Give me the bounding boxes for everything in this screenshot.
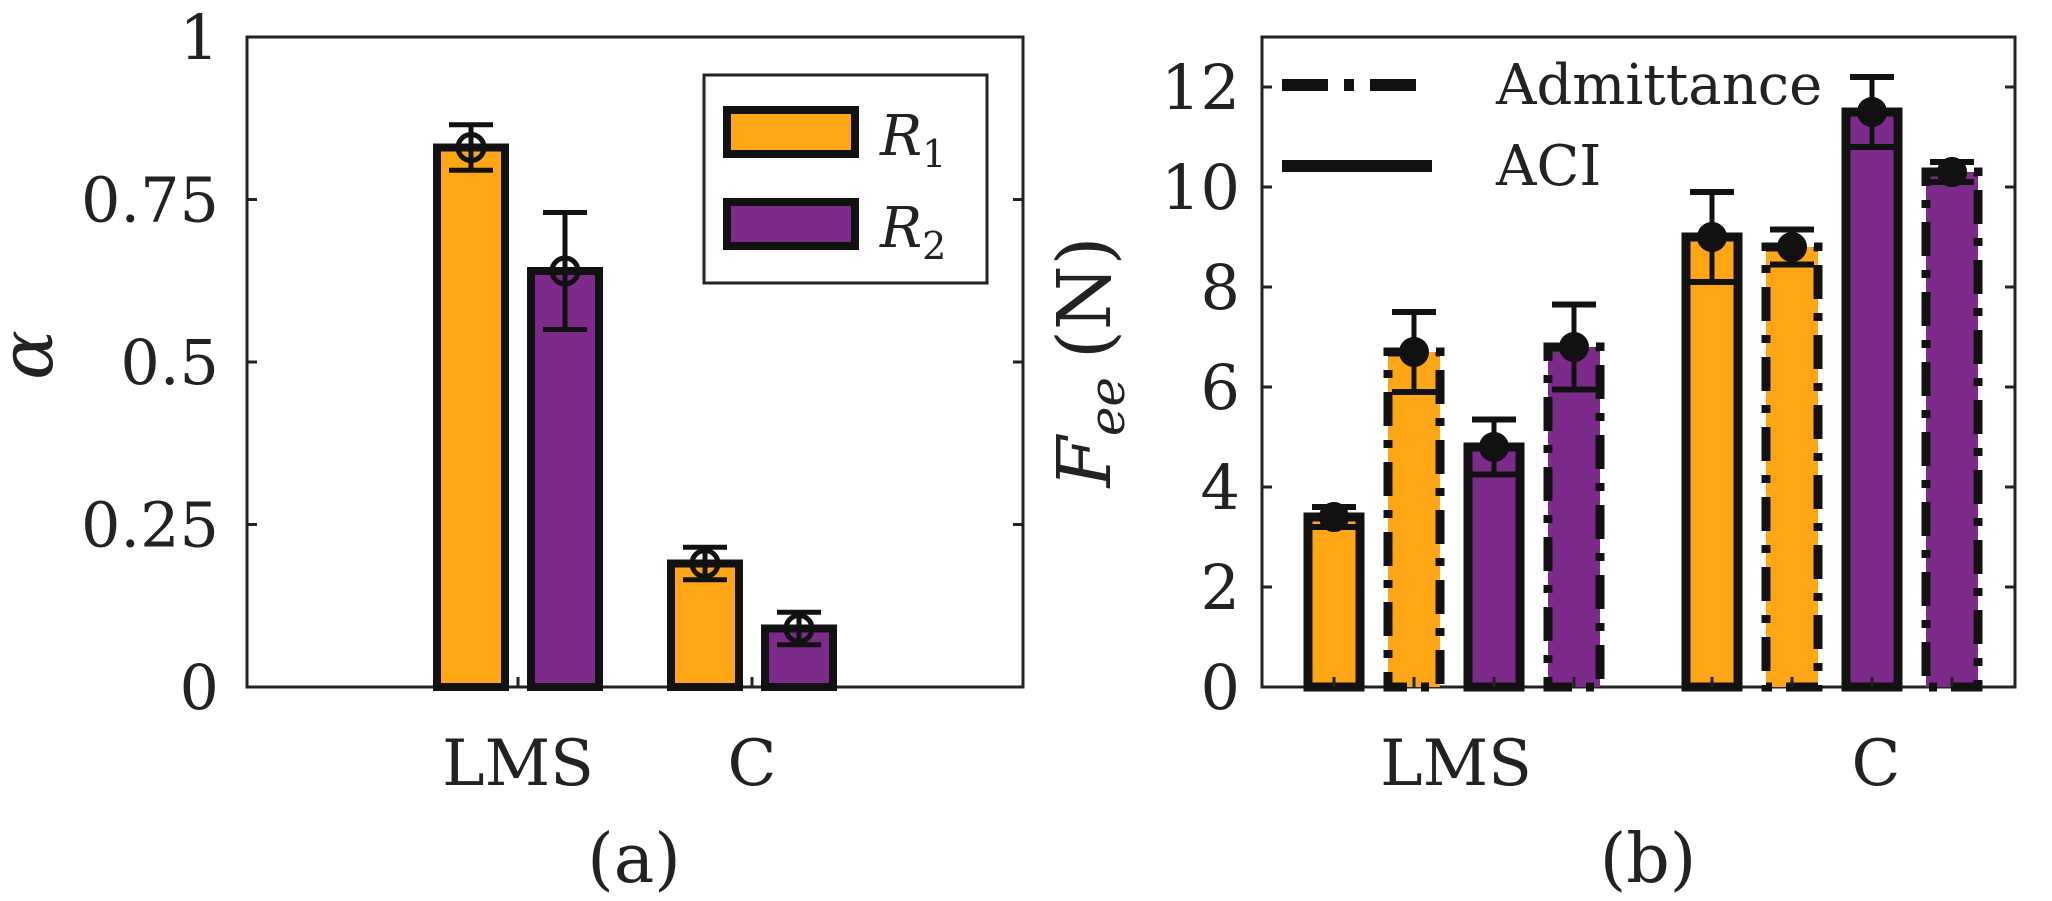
bar-r2-lms bbox=[527, 267, 603, 691]
y-tick-label: 10 bbox=[1161, 151, 1240, 224]
panel-a-y-tick-labels: 0 0.25 0.5 0.75 1 bbox=[81, 1, 219, 724]
y-tick-label: 0.25 bbox=[81, 489, 219, 562]
y-tick-label: 8 bbox=[1201, 251, 1240, 324]
y-tick-label: 0 bbox=[1201, 651, 1240, 724]
mean-marker bbox=[1697, 222, 1727, 252]
y-tick-label: 4 bbox=[1201, 451, 1240, 524]
x-tick-label: C bbox=[728, 727, 777, 801]
bar-r1-aci-lms bbox=[1303, 512, 1365, 692]
mean-marker bbox=[1937, 157, 1967, 187]
mean-marker bbox=[1559, 332, 1589, 362]
mean-marker bbox=[689, 548, 721, 579]
y-tick-label: 0.5 bbox=[120, 326, 219, 399]
panel-a-bars bbox=[433, 122, 837, 691]
legend-swatch-r2 bbox=[723, 198, 859, 250]
x-tick-label: LMS bbox=[1380, 727, 1532, 801]
y-tick-label: 12 bbox=[1161, 51, 1240, 124]
bar-r2-admittance-lms bbox=[1543, 342, 1605, 692]
legend-label-r1: R1 bbox=[879, 104, 946, 176]
legend-swatch-r1 bbox=[723, 106, 859, 158]
bar-r1-lms bbox=[433, 143, 509, 691]
x-tick-label: LMS bbox=[442, 727, 594, 801]
panel-b-y-tick-labels: 0 2 4 6 8 10 12 bbox=[1161, 51, 1240, 724]
mean-marker bbox=[783, 613, 815, 644]
y-tick-label: 1 bbox=[180, 1, 219, 74]
legend-label-r2: R2 bbox=[879, 196, 946, 268]
bar-r1-admittance-c bbox=[1761, 242, 1823, 692]
bar-r1-c bbox=[667, 559, 743, 691]
mean-marker bbox=[1399, 337, 1429, 367]
panel-b-legend: Admittance ACI bbox=[1282, 53, 1822, 199]
bar-r1-admittance-lms bbox=[1383, 347, 1445, 692]
legend-label-aci: ACI bbox=[1495, 134, 1601, 199]
bar-r2-admittance-c bbox=[1921, 167, 1983, 692]
y-tick-label: 0.75 bbox=[81, 164, 219, 237]
x-tick-label: C bbox=[1852, 727, 1901, 801]
mean-marker bbox=[1479, 432, 1509, 462]
panel-b-bars bbox=[1303, 74, 1983, 692]
panel-a: 0 0.25 0.5 0.75 1 LMS C α (a) R1 R2 bbox=[0, 1, 1025, 899]
bar-r2-aci-lms bbox=[1463, 442, 1525, 692]
panel-a-x-tick-labels: LMS C bbox=[442, 727, 776, 801]
bar-r2-aci-c bbox=[1841, 107, 1903, 692]
mean-marker bbox=[1777, 232, 1807, 262]
panel-a-y-axis-label: α bbox=[0, 330, 70, 380]
legend-label-admittance: Admittance bbox=[1495, 53, 1822, 118]
panel-b: 0 2 4 6 8 10 12 LMS C Fee(N) (b) Admittance ACI bbox=[1042, 35, 2017, 899]
bar-r1-aci-c bbox=[1681, 232, 1743, 692]
mean-marker bbox=[1319, 502, 1349, 532]
panel-b-caption-label: (b) bbox=[1600, 820, 1697, 899]
panel-a-legend: R1 R2 bbox=[702, 73, 989, 285]
panel-b-y-axis-label: Fee(N) bbox=[1042, 236, 1136, 489]
y-tick-label: 0 bbox=[180, 651, 219, 724]
panel-a-ticks bbox=[247, 35, 1023, 689]
panel-a-caption-label: (a) bbox=[587, 820, 681, 899]
panel-b-x-tick-labels: LMS C bbox=[1380, 727, 1900, 801]
panel-b-ticks bbox=[1262, 85, 2015, 689]
y-tick-label: 2 bbox=[1201, 551, 1240, 624]
mean-marker bbox=[549, 255, 581, 287]
y-tick-label: 6 bbox=[1201, 351, 1240, 424]
mean-marker bbox=[1857, 97, 1887, 127]
mean-marker bbox=[455, 132, 487, 163]
